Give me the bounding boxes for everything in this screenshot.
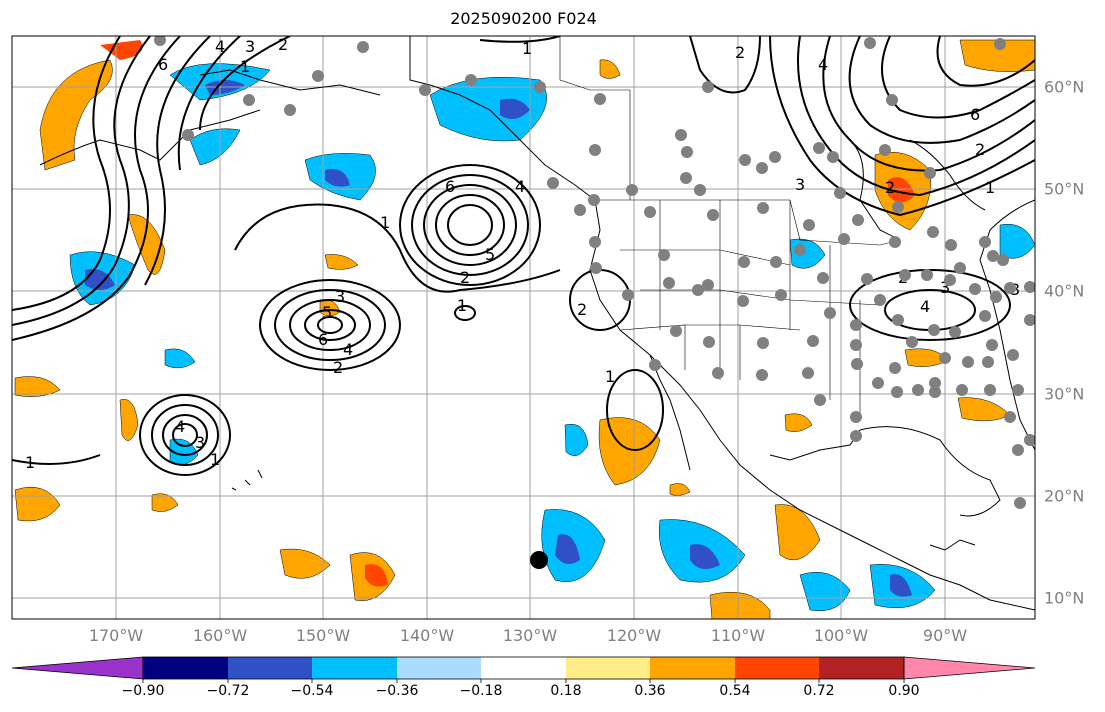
contour-label: 4: [215, 37, 225, 56]
contour-label: 5: [485, 245, 495, 264]
lon-label: 130°W: [502, 626, 558, 645]
colorbar-tick-label: 0.90: [888, 683, 920, 699]
contour-label: 6: [158, 55, 168, 74]
lon-label: 140°W: [399, 626, 455, 645]
contour-label: 1: [457, 296, 467, 315]
contour-label: 6: [970, 105, 980, 124]
contour-label: 1: [522, 39, 532, 58]
contour-label: 5: [322, 303, 332, 322]
contour-label: 2: [975, 140, 985, 159]
lon-label: 90°W: [922, 626, 968, 645]
colorbar-tick-label: 0.18: [550, 683, 582, 699]
lon-label: 170°W: [88, 626, 144, 645]
colorbar-segment: [397, 657, 481, 679]
colorbar-segment: [228, 657, 312, 679]
lon-label: 120°W: [606, 626, 662, 645]
colorbar-segment: [903, 656, 1036, 680]
colorbar-segment: [650, 657, 735, 679]
contour-label: 4: [515, 177, 525, 196]
coastlines: [39, 36, 1035, 611]
lon-label: 110°W: [710, 626, 766, 645]
contour-label: 3: [795, 175, 805, 194]
contour-label: 4: [343, 340, 353, 359]
contour-label: 1: [210, 450, 220, 469]
lat-label: 60°N: [1044, 77, 1085, 97]
lat-label: 20°N: [1044, 486, 1085, 506]
contour-label: 3: [195, 433, 205, 452]
station-dots: [154, 36, 1035, 509]
contour-label: 2: [460, 268, 470, 287]
lat-label: 40°N: [1044, 281, 1085, 301]
contour-label: 2: [577, 300, 587, 319]
contour-label: 1: [985, 178, 995, 197]
colorbar-tick-label: −0.18: [459, 683, 503, 699]
colorbar-tick-label: 0.54: [719, 683, 751, 699]
marker-dot: [530, 551, 548, 569]
lat-label: 10°N: [1044, 588, 1085, 608]
colorbar-tick-label: 0.72: [803, 683, 835, 699]
colorbar-segment: [819, 657, 904, 679]
lon-label: 160°W: [192, 626, 248, 645]
contour-label: 6: [318, 330, 328, 349]
lon-label: 150°W: [295, 626, 351, 645]
colorbar-segment: [566, 657, 650, 679]
colorbar-tick-label: −0.72: [206, 683, 250, 699]
lat-label: 30°N: [1044, 384, 1085, 404]
colorbar-tick-label: −0.54: [290, 683, 334, 699]
colorbar-segment: [312, 657, 397, 679]
colorbar-segment: [735, 657, 819, 679]
contour-label: 4: [818, 55, 828, 74]
colorbar-tick-label: −0.36: [375, 683, 419, 699]
colorbar-segment: [481, 657, 566, 679]
contour-label: 2: [735, 43, 745, 62]
contour-label: 1: [240, 57, 250, 76]
colorbar-segment: [143, 657, 228, 679]
map-frame: [11, 35, 1036, 620]
state-borders: [409, 36, 901, 420]
contour-label: 4: [920, 297, 930, 316]
lat-label: 50°N: [1044, 179, 1085, 199]
contour-label: 3: [940, 278, 950, 297]
contour-label: 2: [278, 35, 288, 54]
contour-label: 4: [175, 417, 185, 436]
colorbar: [11, 656, 1036, 683]
contour-label: 1: [605, 367, 615, 386]
contour-label: 3: [335, 287, 345, 306]
colorbar-segment: [11, 656, 144, 680]
graticule: [12, 36, 1035, 619]
contour-label: 3: [245, 37, 255, 56]
contour-label: 2: [885, 178, 895, 197]
contour-label: 6: [445, 177, 455, 196]
colorbar-tick-label: 0.36: [634, 683, 666, 699]
contour-label: 1: [380, 213, 390, 232]
colorbar-tick-label: −0.90: [121, 683, 165, 699]
contour-label: 1: [25, 453, 35, 472]
contour-label: 2: [333, 358, 343, 377]
lon-label: 100°W: [813, 626, 869, 645]
map-title: 2025090200 F024: [450, 9, 597, 28]
